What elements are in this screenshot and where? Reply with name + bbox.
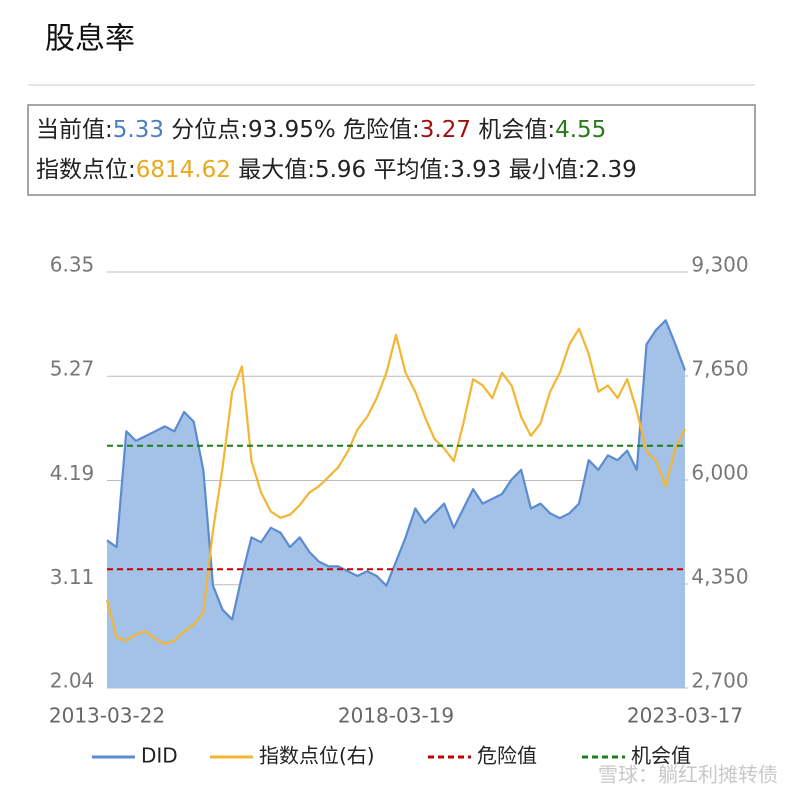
line: [105, 327, 686, 645]
info-value: 3.27: [420, 117, 471, 143]
info-value: 4.55: [555, 117, 606, 143]
info-value: 6814.62: [136, 157, 231, 183]
info-line: 指数点位:6814.62 最大值:5.96 平均值:3.93 最小值:2.39: [36, 157, 637, 183]
line: [106, 319, 687, 621]
y-tick-label: 6.35: [50, 253, 95, 277]
info-line: 当前值:5.33 分位点:93.95% 危险值:3.27 机会值:4.55: [36, 117, 606, 143]
x-tick-label: 2023-03-17: [627, 704, 743, 728]
info-value: 3.93: [450, 157, 501, 183]
chart-title: 股息率: [45, 22, 135, 57]
legend-label: 指数点位(右): [259, 744, 375, 768]
y2-tick-label: 9,300: [691, 253, 748, 277]
y-tick-label: 2.04: [50, 669, 95, 693]
y-tick-label: 4.19: [50, 461, 95, 485]
info-label: 分位点:: [171, 117, 248, 143]
y-tick-label: 5.27: [50, 357, 95, 381]
legend-label: 危险值: [477, 744, 537, 768]
x-tick-label: 2013-03-22: [49, 704, 165, 728]
info-value: 2.39: [586, 157, 637, 183]
info-label: 机会值:: [478, 117, 555, 143]
info-value: 5.33: [113, 117, 164, 143]
y-tick-label: 3.11: [50, 565, 95, 589]
info-label: 最小值:: [509, 157, 586, 183]
y2-tick-label: 6,000: [691, 461, 748, 485]
info-label: 平均值:: [373, 157, 450, 183]
y2-tick-label: 7,650: [691, 357, 748, 381]
y2-tick-label: 2,700: [691, 669, 748, 693]
info-value: 93.95%: [248, 117, 336, 143]
legend-label: 机会值: [631, 744, 691, 768]
info-box: [27, 104, 756, 196]
info-label: 危险值:: [343, 117, 420, 143]
legend-label: DID: [141, 744, 178, 768]
info-label: 最大值:: [238, 157, 315, 183]
info-label: 指数点位:: [36, 157, 136, 183]
watermark: 雪球：躺红利摊转债: [598, 763, 778, 787]
info-label: 当前值:: [36, 117, 113, 143]
area: [107, 320, 685, 688]
info-value: 5.96: [315, 157, 366, 183]
x-tick-label: 2018-03-19: [338, 704, 454, 728]
y2-tick-label: 4,350: [691, 565, 748, 589]
